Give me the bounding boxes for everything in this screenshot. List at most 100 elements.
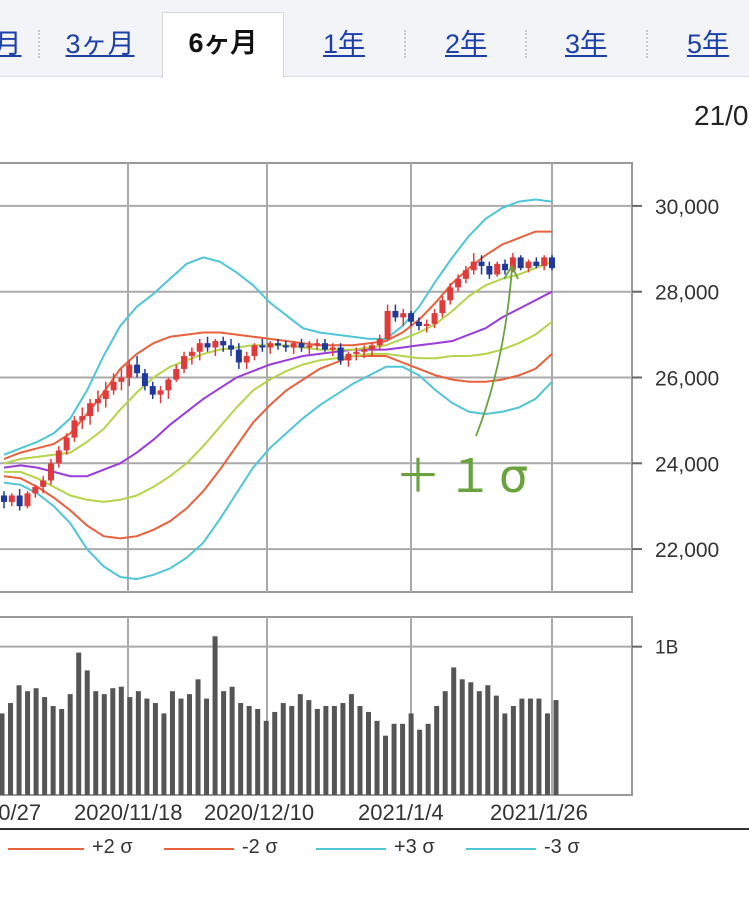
volume-bar (468, 682, 474, 795)
candle-body (149, 386, 156, 395)
volume-bar (187, 694, 193, 795)
candle-body (134, 364, 141, 374)
candle-body (298, 343, 305, 348)
legend-line (466, 848, 536, 850)
candle-body (502, 263, 509, 271)
volume-bar (59, 708, 65, 795)
volume-bar (246, 706, 252, 795)
candle-body (525, 261, 532, 269)
candle-body (431, 313, 438, 324)
candle-body (494, 263, 501, 275)
x-tick-label: 2021/1/26 (490, 800, 588, 825)
candle-body (212, 341, 219, 348)
candle-body (282, 345, 289, 348)
volume-bar (553, 700, 559, 795)
volume-bar (314, 708, 320, 795)
volume-bar (451, 667, 457, 795)
volume-bar (442, 691, 448, 795)
volume-tick-label: 1B (655, 638, 678, 659)
volume-bar (459, 679, 465, 795)
volume-bar (280, 703, 286, 795)
volume-bar (255, 708, 261, 795)
volume-bar (33, 688, 39, 795)
candle-body (368, 345, 375, 350)
candle-body (517, 257, 524, 269)
candle-body (275, 343, 281, 346)
tab-2-years[interactable]: 2年 (444, 29, 488, 59)
candle-body (173, 368, 180, 380)
candle-body (251, 345, 258, 357)
candle-body (118, 377, 125, 382)
volume-bar (485, 685, 491, 795)
chart-date: 21/0 (694, 100, 749, 131)
tab-separator (404, 30, 406, 58)
x-tick-label: 2020/12/10 (204, 800, 314, 825)
volume-bar (263, 720, 269, 795)
candle-body (228, 345, 235, 350)
volume-bar (306, 700, 312, 795)
candle-body (361, 349, 368, 352)
candle-body (455, 278, 462, 288)
tab-separator (525, 30, 527, 58)
candle-body (87, 403, 94, 417)
candle-body (243, 356, 250, 363)
candle-body (353, 351, 360, 354)
volume-bar (297, 694, 303, 795)
tab-6-months[interactable]: 6ヶ月 (162, 12, 284, 78)
candle-body (384, 311, 391, 339)
volume-bar (101, 694, 107, 795)
tab-1-year[interactable]: 1年 (322, 29, 366, 59)
volume-bar (0, 713, 5, 795)
candle-body (94, 398, 101, 404)
legend-label: -3 σ (544, 836, 580, 858)
tab-5-years[interactable]: 5年 (686, 29, 730, 59)
tab-separator (38, 30, 40, 58)
volume-bar (331, 706, 337, 795)
candle-body (400, 313, 407, 318)
candle-body (290, 343, 297, 348)
price-tick-label: 30,000 (655, 196, 719, 219)
volume-bar (391, 723, 397, 795)
candle-body (392, 311, 399, 318)
tab-1-month[interactable]: 月 (0, 29, 22, 59)
volume-bar (502, 713, 508, 795)
candle-body (509, 257, 516, 271)
candle-body (329, 347, 336, 350)
candle-body (462, 270, 469, 279)
volume-bar (144, 698, 150, 795)
legend: +2 σ -2 σ +3 σ -3 σ (0, 836, 749, 862)
candle-body (549, 257, 555, 269)
volume-bar (272, 711, 278, 795)
candle-body (533, 261, 540, 266)
candle-body (63, 437, 70, 451)
price-tick-label: 26,000 (655, 368, 719, 391)
volume-bar (25, 691, 31, 795)
legend-item: +2 σ (0, 836, 150, 862)
candle-body (157, 390, 164, 395)
candle-body (188, 351, 195, 357)
volume-bar (340, 703, 346, 795)
volume-bar (544, 713, 550, 795)
band-line (3, 290, 553, 478)
price-tick-label: 28,000 (655, 282, 719, 305)
volume-bar (221, 691, 227, 795)
volume-bar (476, 691, 482, 795)
legend-line (316, 848, 386, 850)
tab-3-months[interactable]: 3ヶ月 (65, 29, 135, 59)
candle-body (47, 463, 54, 481)
x-tick-label: 10/27 (0, 800, 41, 825)
tab-3-years[interactable]: 3年 (564, 29, 608, 59)
legend-label: +3 σ (394, 836, 435, 858)
candle-body (470, 261, 477, 271)
volume-bar (289, 706, 295, 795)
candle-body (235, 349, 242, 363)
price-tick-label: 24,000 (655, 453, 719, 476)
candle-body (181, 356, 188, 369)
volume-bar (110, 688, 116, 795)
candle-body (32, 486, 39, 494)
period-tab-bar: 月 3ヶ月 6ヶ月 1年 2年 3年 5年 (0, 0, 749, 78)
candle-body (541, 257, 548, 266)
volume-bar (238, 703, 244, 795)
candle-body (439, 300, 446, 314)
volume-bar (50, 706, 56, 795)
